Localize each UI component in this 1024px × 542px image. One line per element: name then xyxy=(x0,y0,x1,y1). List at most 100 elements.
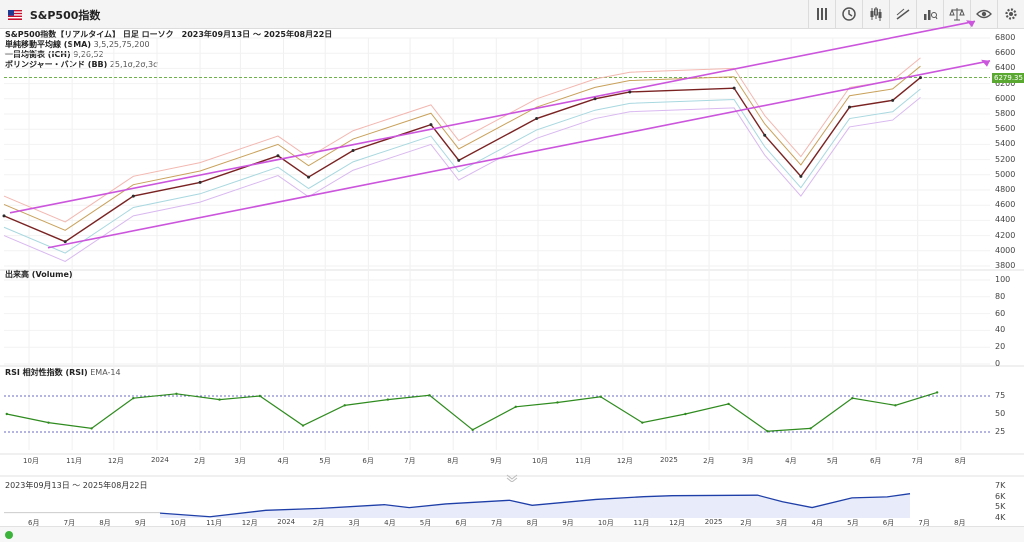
volume-tick-label: 20 xyxy=(995,342,1006,352)
indicator-sma[interactable]: 単純移動平均線 (SMA) 3,5,25,75,200 xyxy=(5,40,150,50)
navigator-x-label: 4月 xyxy=(384,519,396,527)
price-point xyxy=(763,133,767,137)
navigator-x-label: 12月 xyxy=(241,519,258,527)
price-point xyxy=(593,97,597,101)
rsi-point xyxy=(301,424,305,427)
x-tick-label: 8月 xyxy=(954,457,967,465)
volume-tick-label: 0 xyxy=(995,359,1001,368)
navigator-collapse-icon[interactable] xyxy=(505,474,519,482)
y-tick-label: 5800 xyxy=(995,109,1016,118)
band-line xyxy=(3,88,921,254)
navigator-x-label: 7月 xyxy=(918,519,930,527)
price-point xyxy=(732,86,736,90)
navigator-x-label: 7月 xyxy=(491,519,503,527)
navigator-x-label: 10月 xyxy=(597,519,614,527)
eye-icon[interactable] xyxy=(970,0,997,28)
navigator-x-label: 2025 xyxy=(704,518,723,526)
rsi-title-text: RSI 相対性指数 (RSI) xyxy=(5,368,88,377)
y-tick-label: 5000 xyxy=(995,169,1016,179)
gear-icon[interactable] xyxy=(997,0,1024,28)
x-tick-label: 12月 xyxy=(616,457,633,465)
rsi-point xyxy=(218,398,221,401)
indicator-ichimoku[interactable]: 一目均衡表 (ICH) 9,26,52 xyxy=(5,50,104,60)
rsi-point xyxy=(727,402,730,406)
grid xyxy=(0,37,1024,477)
x-tick-label: 2月 xyxy=(703,457,715,465)
y-tick-label: 6200 xyxy=(995,78,1016,88)
bars-menu-icon[interactable] xyxy=(808,0,835,28)
lower-trend-arrow xyxy=(47,60,991,249)
y-tick-label: 4800 xyxy=(995,185,1016,194)
us-flag-icon xyxy=(8,10,22,20)
price-point xyxy=(351,148,355,152)
rsi-point xyxy=(90,427,93,430)
navigator-x-label: 8月 xyxy=(526,519,539,527)
indicator-bollinger[interactable]: ボリンジャー・バンド (BB) 25,1σ,2σ,3σ xyxy=(5,60,158,70)
navigator-x-label: 3月 xyxy=(775,519,788,527)
rsi-tick-label: 75 xyxy=(995,391,1006,400)
navigator-x-label: 3月 xyxy=(348,519,360,527)
price-point xyxy=(429,123,433,127)
x-tick-label: 2025 xyxy=(659,456,678,464)
candlestick-icon[interactable] xyxy=(862,0,889,28)
indicator-sma-label: 単純移動平均線 (SMA) xyxy=(5,40,92,49)
x-tick-label: 4月 xyxy=(785,457,797,465)
rsi-point xyxy=(471,428,474,432)
rsi-point xyxy=(428,394,431,397)
rsi-point xyxy=(684,412,687,416)
rsi-series xyxy=(5,391,939,433)
navigator-x-label: 6月 xyxy=(455,519,467,527)
title-bar: S&P500指数 xyxy=(0,0,1024,29)
volume-tick-label: 60 xyxy=(995,308,1006,318)
navigator-x-label: 9月 xyxy=(134,519,147,527)
navigator-x-label: 11月 xyxy=(206,519,222,527)
price-line xyxy=(3,77,921,243)
x-tick-label: 5月 xyxy=(826,457,839,465)
rsi-point xyxy=(514,405,517,408)
rsi-point xyxy=(386,398,390,401)
price-point xyxy=(2,214,6,218)
price-series xyxy=(2,76,922,244)
rsi-point xyxy=(851,396,854,400)
x-tick-label: 11月 xyxy=(66,457,83,465)
price-point xyxy=(307,175,311,179)
volume-title: 出来高 (Volume) xyxy=(5,270,73,280)
clock-icon[interactable] xyxy=(835,0,862,28)
rsi-point xyxy=(132,396,135,400)
x-tick-label: 10月 xyxy=(23,457,39,465)
analysis-icon[interactable] xyxy=(916,0,943,28)
rsi-point xyxy=(894,404,897,407)
compare-icon[interactable] xyxy=(943,0,970,28)
current-price-tag: 6279.35 xyxy=(992,72,1024,83)
chart-header-text: S&P500指数【リアルタイム】 日足 ローソク 2023年09月13日 ～ 2… xyxy=(5,30,333,39)
x-tick-label: 10月 xyxy=(532,457,548,465)
navigator-x-label: 5月 xyxy=(847,519,859,527)
navigator-x-label: 10月 xyxy=(170,519,187,527)
upper-trend-arrow xyxy=(9,20,976,214)
navigator-tick-label: 4K xyxy=(995,513,1006,522)
navigator-title: 2023年09月13日 ～ 2025年08月22日 xyxy=(5,481,148,490)
x-tick-label: 6月 xyxy=(362,457,374,465)
navigator-x-label: 6月 xyxy=(882,519,895,527)
navigator-tick-label: 7K xyxy=(995,481,1006,490)
x-tick-label: 3月 xyxy=(234,457,246,465)
price-point xyxy=(848,105,852,109)
rsi-point xyxy=(175,392,178,396)
navigator-x-label: 2月 xyxy=(740,519,752,527)
navigator-x-label: 6月 xyxy=(28,519,40,527)
draw-tool-icon[interactable] xyxy=(889,0,916,28)
y-tick-label: 4600 xyxy=(995,200,1016,210)
y-tick-label: 5600 xyxy=(995,124,1016,134)
toolbar xyxy=(808,0,1024,28)
status-bar xyxy=(0,526,1024,542)
price-point xyxy=(63,240,67,244)
connection-status-icon xyxy=(5,531,13,539)
y-tick-label: 4400 xyxy=(995,215,1016,225)
volume-title-text: 出来高 (Volume) xyxy=(5,270,73,279)
y-tick-label: 6800 xyxy=(995,33,1016,42)
x-tick-label: 4月 xyxy=(277,457,289,465)
band-line xyxy=(3,96,921,263)
x-tick-label: 5月 xyxy=(319,457,331,465)
band-line xyxy=(3,65,921,231)
